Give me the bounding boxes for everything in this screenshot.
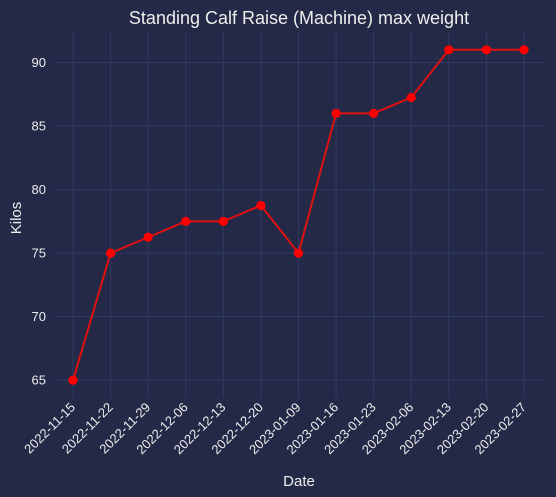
data-point — [406, 92, 416, 103]
data-point — [369, 108, 379, 118]
data-point — [105, 248, 116, 258]
grid-lines — [54, 32, 543, 398]
data-point — [519, 45, 529, 55]
x-axis-label: Date — [283, 473, 315, 490]
y-tick-label: 75 — [32, 246, 46, 261]
y-tick-label: 65 — [32, 373, 46, 388]
y-tick-labels: 65 70 75 80 85 90 — [32, 55, 46, 388]
series-markers — [68, 45, 529, 385]
data-point — [331, 108, 341, 118]
data-point — [293, 248, 304, 258]
data-point — [181, 216, 191, 226]
data-point — [481, 45, 492, 55]
data-point — [444, 45, 454, 55]
data-point — [256, 200, 266, 211]
chart-title: Standing Calf Raise (Machine) max weight — [129, 8, 469, 28]
data-point — [218, 216, 228, 226]
data-point — [143, 232, 153, 242]
data-point — [68, 375, 78, 385]
y-tick-label: 90 — [32, 55, 46, 70]
y-axis-label: Kilos — [8, 202, 25, 235]
y-tick-label: 80 — [32, 182, 46, 197]
y-tick-label: 85 — [32, 119, 46, 134]
y-tick-label: 70 — [32, 309, 46, 324]
